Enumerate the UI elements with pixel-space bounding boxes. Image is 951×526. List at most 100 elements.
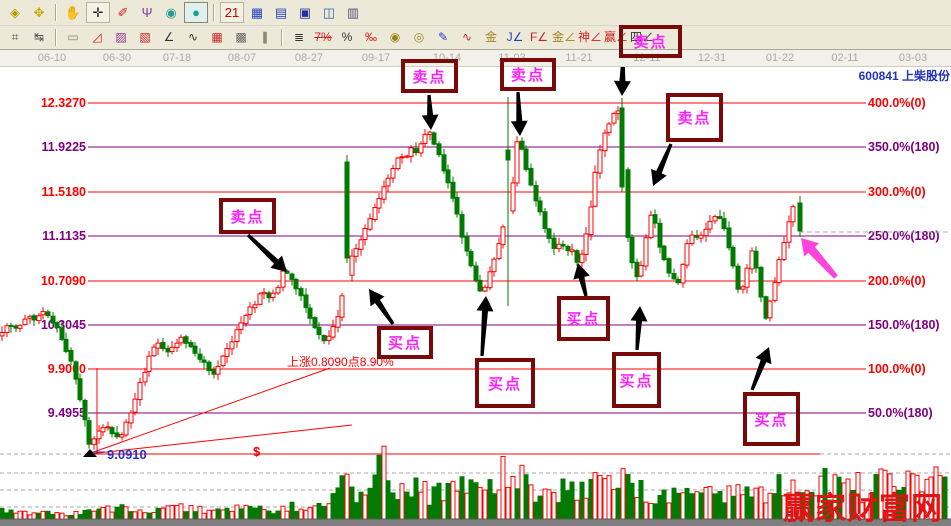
buy-point-box[interactable]: 买点 [743, 392, 800, 446]
crosshair-tool-icon[interactable]: ✛ [86, 2, 110, 23]
notepad-icon[interactable]: ▤ [270, 3, 292, 22]
sell-point-box[interactable]: 卖点 [619, 25, 682, 58]
gann-box-tool-icon[interactable]: ▨ [110, 28, 132, 47]
candle-body [619, 107, 625, 188]
price-label: 11.5180 [42, 185, 87, 199]
buy-point-box[interactable]: 买点 [475, 358, 535, 408]
wave-tool-icon[interactable]: ∿ [456, 28, 478, 47]
trend-angle-tool-icon[interactable]: ∠ [158, 28, 180, 47]
gold-angle-tool-icon[interactable]: 金∠ [552, 28, 576, 47]
network-icon[interactable]: ◫ [318, 3, 340, 22]
volume-bar [27, 514, 33, 520]
gold-circle-tool-icon[interactable]: ◉ [384, 28, 406, 47]
rect-tool-icon-glyph: ▭ [67, 30, 79, 44]
sell-point-box[interactable]: 卖点 [500, 58, 556, 91]
percent-line-tool-icon[interactable]: ‰ [360, 28, 382, 47]
sell-point-box[interactable]: 卖点 [219, 198, 276, 234]
percent-label: 150.0%(180) [868, 318, 940, 332]
candle-body [0, 332, 5, 337]
date-tick-label: 09-17 [361, 52, 391, 64]
candle-body [408, 147, 414, 157]
annotation-arrow [613, 59, 631, 96]
annotation-arrow [476, 296, 494, 357]
buy-point-box[interactable]: 买点 [557, 296, 610, 341]
candle-body [560, 243, 566, 247]
si-angle-tool-icon[interactable]: 四∠ [630, 28, 654, 47]
volume-bar [4, 512, 10, 520]
width-adjust-icon[interactable]: ↹ [28, 28, 50, 47]
gann-tool-icon[interactable]: Ψ [136, 3, 158, 22]
volume-bar [565, 490, 571, 520]
candle-body [666, 258, 672, 274]
volume-bar [671, 487, 677, 520]
buy-point-box[interactable]: 买点 [612, 352, 661, 408]
candle-body [128, 412, 134, 424]
candle-body [661, 245, 667, 261]
volume-bar [523, 474, 529, 520]
volume-bar [546, 489, 552, 520]
candle-body [514, 141, 520, 184]
parallel-lines-tool-icon[interactable]: ∥ [254, 28, 276, 47]
angle-measure-icon-glyph: ✐ [117, 5, 129, 20]
volume-bar [372, 474, 378, 520]
rect-tool-icon[interactable]: ▭ [62, 28, 84, 47]
small-grid-icon[interactable]: ⌗ [4, 28, 26, 47]
volume-bar [188, 505, 194, 520]
f-angle-tool-icon[interactable]: F∠ [528, 28, 550, 47]
candle-body [758, 266, 764, 298]
candle-body [155, 342, 161, 349]
volume-bar [459, 476, 465, 520]
volume-bar [54, 512, 60, 520]
volume-bar [744, 486, 750, 520]
volume-bar [464, 492, 470, 520]
speed-lines-tool-icon[interactable]: ▧ [134, 28, 156, 47]
sphere-tool-icon[interactable]: ● [184, 2, 208, 23]
sell-point-label: 卖点 [230, 208, 265, 226]
zigzag-tool-icon[interactable]: ∿ [182, 28, 204, 47]
calendar-icon[interactable]: 21 [220, 2, 244, 23]
candle-body [629, 236, 635, 264]
date-tick-label: 06-10 [37, 52, 67, 64]
nav-diamond-icon[interactable]: ◈ [4, 3, 26, 22]
candle-body [59, 327, 65, 340]
shen-angle-tool-icon[interactable]: 神∠ [578, 28, 602, 47]
nav-cross-icon[interactable]: ✥ [28, 3, 50, 22]
price-levels-tool-icon[interactable]: ≣ [288, 28, 310, 47]
volume-bar [588, 478, 594, 520]
buy-point-label: 买点 [754, 411, 789, 429]
percent-tool-icon[interactable]: % [336, 28, 358, 47]
brain-map-icon[interactable]: ◉ [160, 3, 182, 22]
volume-bar [275, 510, 281, 520]
calculator-icon[interactable]: ▦ [246, 3, 268, 22]
gold-ring-tool-icon[interactable]: ◎ [408, 28, 430, 47]
volume-bar [165, 505, 171, 520]
workstation-icon[interactable]: ▥ [342, 3, 364, 22]
candle-body [606, 123, 612, 134]
grid-tool-icon[interactable]: ▦ [206, 28, 228, 47]
annotation-arrow [630, 306, 648, 351]
gold-section-tool-icon[interactable]: 金 [480, 28, 502, 47]
buy-point-box[interactable]: 买点 [377, 326, 433, 359]
candle-body [569, 249, 575, 253]
volume-bar [758, 486, 764, 520]
hand-tool-icon[interactable]: ✋ [62, 3, 84, 22]
cycle-grid-tool-icon[interactable]: ▩ [230, 28, 252, 47]
candle-body [27, 316, 33, 319]
candle-body [753, 250, 759, 269]
toolbar-separator [281, 29, 283, 46]
volume-bar [362, 494, 368, 520]
volume-bar [404, 491, 410, 520]
fan-lines-tool-icon[interactable]: ◿ [86, 28, 108, 47]
candle-body [441, 154, 447, 172]
pencil-tool-icon[interactable]: ✎ [432, 28, 454, 47]
j-angle-tool-icon[interactable]: J∠ [504, 28, 526, 47]
volume-bar [119, 504, 125, 520]
candle-body [583, 233, 589, 255]
sell-point-box[interactable]: 卖点 [666, 93, 723, 142]
percent-label: 100.0%(0) [868, 362, 926, 376]
angle-measure-icon[interactable]: ✐ [112, 3, 134, 22]
save-icon[interactable]: ▣ [294, 3, 316, 22]
percent-retrace-tool-icon[interactable]: 7% [312, 28, 334, 47]
sell-point-box[interactable]: 卖点 [401, 59, 458, 93]
